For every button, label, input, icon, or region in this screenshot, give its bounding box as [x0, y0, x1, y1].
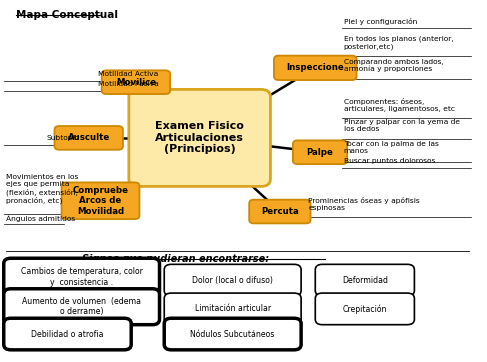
Text: Cambios de temperatura, color
y  consistencia .: Cambios de temperatura, color y consiste…: [20, 268, 143, 287]
Text: Movilice: Movilice: [116, 78, 156, 87]
Text: Buscar puntos dolorosos: Buscar puntos dolorosos: [344, 157, 435, 164]
Text: Examen Fisico
Articulaciones
(Principios): Examen Fisico Articulaciones (Principios…: [155, 121, 244, 155]
FancyBboxPatch shape: [102, 70, 170, 94]
Text: Inspeccione: Inspeccione: [286, 63, 344, 72]
Text: Percuta: Percuta: [261, 207, 299, 216]
Text: Nódulos Subcutáneos: Nódulos Subcutáneos: [190, 329, 275, 338]
Text: Piel y configuración: Piel y configuración: [344, 17, 417, 25]
Text: Motilidad Activa: Motilidad Activa: [98, 71, 158, 77]
Text: Deformidad: Deformidad: [342, 275, 388, 285]
Text: Subtopic: Subtopic: [46, 135, 79, 141]
FancyBboxPatch shape: [129, 89, 270, 186]
Text: Comparando ambos lados,
armonía y proporciones: Comparando ambos lados, armonía y propor…: [344, 59, 444, 72]
Text: Motilidad Pasiva: Motilidad Pasiva: [98, 81, 159, 87]
Text: Mapa Conceptual: Mapa Conceptual: [16, 10, 117, 20]
Text: Palpe: Palpe: [306, 148, 334, 157]
Text: Tocar con la palma de las
manos: Tocar con la palma de las manos: [344, 142, 438, 155]
Text: Aumento de volumen  (edema
o derrame): Aumento de volumen (edema o derrame): [22, 297, 141, 316]
FancyBboxPatch shape: [55, 126, 123, 150]
FancyBboxPatch shape: [4, 289, 160, 325]
FancyBboxPatch shape: [164, 318, 301, 350]
FancyBboxPatch shape: [164, 293, 301, 325]
Text: Movimientos en los
ejes que permita
(flexión, extensión,
pronación, etc): Movimientos en los ejes que permita (fle…: [6, 174, 78, 204]
FancyBboxPatch shape: [315, 264, 414, 296]
Text: Componentes: óseos,
articulares, ligamentosos, etc: Componentes: óseos, articulares, ligamen…: [344, 98, 454, 112]
Text: Limitación articular: Limitación articular: [195, 304, 271, 313]
FancyBboxPatch shape: [164, 264, 301, 296]
Text: Ausculte: Ausculte: [68, 133, 110, 142]
Text: Dolor (local o difuso): Dolor (local o difuso): [192, 275, 273, 285]
Text: Prominencias óseas y apófisis
espinosas: Prominencias óseas y apófisis espinosas: [308, 197, 420, 211]
FancyBboxPatch shape: [315, 293, 414, 325]
FancyBboxPatch shape: [61, 182, 139, 219]
Text: Compruebe
Arcos de
Movilidad: Compruebe Arcos de Movilidad: [73, 186, 129, 216]
FancyBboxPatch shape: [249, 200, 311, 223]
Text: Crepitación: Crepitación: [342, 304, 387, 313]
FancyBboxPatch shape: [4, 318, 131, 350]
Text: Ángulos admitidos: Ángulos admitidos: [6, 214, 75, 222]
FancyBboxPatch shape: [293, 140, 347, 164]
Text: Signos que pudieran encontrarse:: Signos que pudieran encontrarse:: [82, 253, 270, 264]
Text: En todos los planos (anterior,
posterior,etc): En todos los planos (anterior, posterior…: [344, 35, 453, 50]
Text: Debilidad o atrofia: Debilidad o atrofia: [31, 329, 104, 338]
FancyBboxPatch shape: [4, 258, 160, 296]
Text: Pinzar y palpar con la yema de
los dedos: Pinzar y palpar con la yema de los dedos: [344, 119, 460, 132]
FancyBboxPatch shape: [274, 56, 356, 80]
